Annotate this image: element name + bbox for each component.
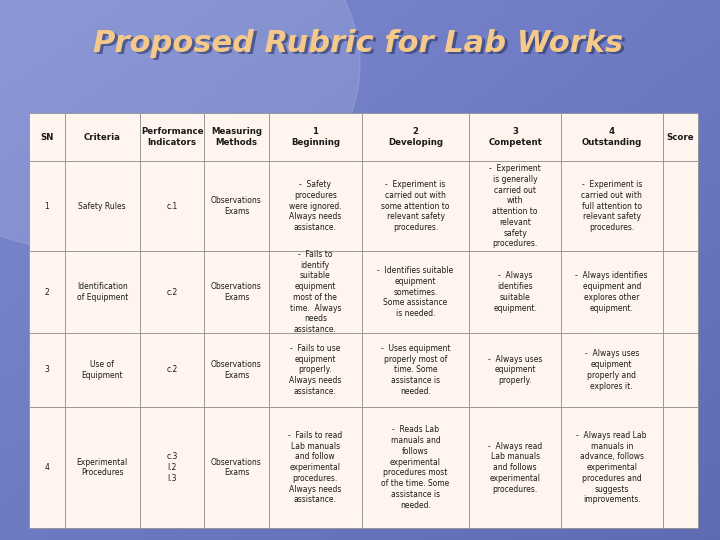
Text: -  Identifies suitable
equipment
sometimes.
Some assistance
is needed.: - Identifies suitable equipment sometime…	[377, 266, 454, 318]
Bar	[65, 113, 140, 161]
Bar	[204, 407, 269, 528]
Text: Criteria: Criteria	[84, 133, 121, 141]
Text: -  Uses equipment
properly most of
time. Some
assistance is
needed.: - Uses equipment properly most of time. …	[381, 344, 450, 396]
Text: -  Safety
procedures
were ignored.
Always needs
assistance.: - Safety procedures were ignored. Always…	[289, 180, 341, 232]
Bar	[65, 161, 140, 251]
Text: -  Fails to use
equipment
properly.
Always needs
assistance.: - Fails to use equipment properly. Alway…	[289, 344, 341, 396]
Bar	[362, 113, 469, 161]
Text: Performance
Indicators: Performance Indicators	[141, 127, 203, 147]
Bar	[29, 161, 65, 251]
Bar	[362, 333, 469, 407]
Text: -  Always
identifies
suitable
equipment.: - Always identifies suitable equipment.	[493, 272, 537, 313]
Text: 3: 3	[44, 366, 49, 374]
Bar	[269, 251, 362, 333]
Bar	[140, 113, 204, 161]
Text: Proposed Rubric for Lab Works: Proposed Rubric for Lab Works	[96, 31, 626, 60]
Bar	[469, 161, 561, 251]
Text: -  Always uses
equipment
properly and
explores it.: - Always uses equipment properly and exp…	[585, 349, 639, 390]
Text: SN: SN	[40, 133, 53, 141]
Bar	[29, 333, 65, 407]
Text: Use of
Equipment: Use of Equipment	[81, 360, 123, 380]
Text: Score: Score	[667, 133, 694, 141]
Bar	[469, 251, 561, 333]
Text: 1
Beginning: 1 Beginning	[291, 127, 340, 147]
Text: c.3
I.2
I.3: c.3 I.2 I.3	[166, 453, 178, 483]
Bar	[29, 407, 65, 528]
Text: Experimental
Procedures: Experimental Procedures	[76, 457, 128, 477]
Bar	[204, 161, 269, 251]
Bar	[362, 161, 469, 251]
Bar	[469, 113, 561, 161]
Text: -  Always identifies
equipment and
explores other
equipment.: - Always identifies equipment and explor…	[575, 272, 648, 313]
Bar	[561, 161, 662, 251]
Text: -  Reads Lab
manuals and
follows
experimental
procedures most
of the time. Some
: - Reads Lab manuals and follows experime…	[382, 426, 450, 510]
Bar	[269, 161, 362, 251]
Bar	[469, 407, 561, 528]
Bar	[65, 407, 140, 528]
Text: -  Experiment is
carried out with
some attention to
relevant safety
procedures.: - Experiment is carried out with some at…	[382, 180, 450, 232]
Text: Measuring
Methods: Measuring Methods	[211, 127, 262, 147]
Text: Safety Rules: Safety Rules	[78, 201, 126, 211]
Text: Observations
Exams: Observations Exams	[211, 360, 262, 380]
Bar	[362, 407, 469, 528]
Bar	[65, 251, 140, 333]
Text: 4: 4	[44, 463, 49, 472]
Bar	[269, 333, 362, 407]
Bar	[204, 113, 269, 161]
Text: Observations
Exams: Observations Exams	[211, 457, 262, 477]
Bar	[561, 113, 662, 161]
Text: Proposed Rubric for Lab Works: Proposed Rubric for Lab Works	[94, 29, 624, 58]
Text: -  Always read Lab
manuals in
advance, follows
experimental
procedures and
sugge: - Always read Lab manuals in advance, fo…	[577, 431, 647, 504]
Text: 2: 2	[45, 288, 49, 296]
Text: -  Fails to
identify
suitable
equipment
most of the
time.  Always
needs
assistan: - Fails to identify suitable equipment m…	[289, 250, 341, 334]
Text: c.2: c.2	[166, 288, 178, 296]
Bar	[662, 251, 698, 333]
Text: 2
Developing: 2 Developing	[388, 127, 443, 147]
Text: -  Experiment
is generally
carried out
with
attention to
relevant
safety
procedu: - Experiment is generally carried out wi…	[489, 164, 541, 248]
Bar	[29, 251, 65, 333]
Bar	[561, 407, 662, 528]
Bar	[140, 333, 204, 407]
Text: Identification
of Equipment: Identification of Equipment	[76, 282, 128, 302]
Bar	[469, 333, 561, 407]
Text: 3
Competent: 3 Competent	[488, 127, 542, 147]
Circle shape	[0, 0, 360, 254]
Bar	[29, 113, 65, 161]
Bar	[662, 113, 698, 161]
Text: -  Always read
Lab manuals
and follows
experimental
procedures.: - Always read Lab manuals and follows ex…	[488, 442, 542, 494]
Text: Observations
Exams: Observations Exams	[211, 282, 262, 302]
Text: -  Fails to read
Lab manuals
and follow
experimental
procedures.
Always needs
as: - Fails to read Lab manuals and follow e…	[288, 431, 343, 504]
Text: -  Always uses
equipment
properly.: - Always uses equipment properly.	[488, 355, 542, 385]
Bar	[140, 407, 204, 528]
Bar	[204, 333, 269, 407]
Bar	[362, 251, 469, 333]
Text: c.1: c.1	[166, 201, 178, 211]
Bar	[561, 251, 662, 333]
Bar	[662, 407, 698, 528]
Bar	[662, 161, 698, 251]
Text: 1: 1	[45, 201, 49, 211]
Text: Observations
Exams: Observations Exams	[211, 197, 262, 216]
Bar	[269, 113, 362, 161]
Bar	[662, 333, 698, 407]
Bar	[65, 333, 140, 407]
Bar	[561, 333, 662, 407]
Bar	[140, 251, 204, 333]
Bar	[140, 161, 204, 251]
Bar	[204, 251, 269, 333]
Text: -  Experiment is
carried out with
full attention to
relevant safety
procedures.: - Experiment is carried out with full at…	[581, 180, 642, 232]
Text: c.2: c.2	[166, 366, 178, 374]
Text: 4
Outstanding: 4 Outstanding	[582, 127, 642, 147]
Bar	[269, 407, 362, 528]
